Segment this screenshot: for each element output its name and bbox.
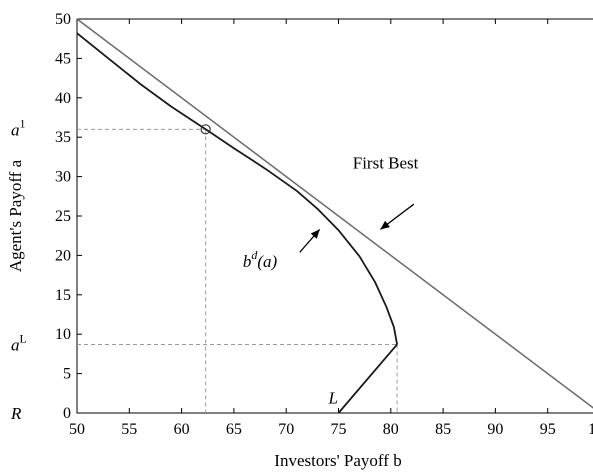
left-axis-label: R <box>10 404 22 423</box>
y-tick-label: 5 <box>63 366 71 383</box>
series-line-b-d-a <box>76 32 398 345</box>
x-tick-label: 60 <box>174 421 190 438</box>
x-tick-label: 80 <box>383 421 399 438</box>
y-tick-label: 45 <box>55 50 71 67</box>
x-tick-label: 65 <box>226 421 242 438</box>
series-line-first-best <box>76 18 593 409</box>
annotation-l: L <box>328 389 338 408</box>
y-tick-label: 30 <box>55 169 71 186</box>
point-marker <box>200 124 211 135</box>
y-tick-label: 35 <box>55 129 71 146</box>
y-tick-label: 25 <box>55 208 71 225</box>
y-tick-label: 10 <box>55 326 71 343</box>
tick-group: 50 55 60 65 70 75 80 85 90 95 100 0 5 10 15 20 25 30 35 40 4… <box>55 11 593 438</box>
annotation-group: a1 aL R First Best bd(a) L <box>10 116 419 423</box>
y-tick-label: 40 <box>55 90 71 107</box>
y-tick-label: 20 <box>55 247 71 264</box>
x-tick-label: 55 <box>121 421 137 438</box>
x-tick-label: 50 <box>69 421 85 438</box>
series-group <box>76 18 593 414</box>
annotation-bd: bd(a) <box>243 248 278 271</box>
left-axis-label: aL <box>11 331 27 354</box>
x-tick-label: 100 <box>588 421 593 438</box>
y-tick-label: 0 <box>63 405 71 422</box>
x-tick-label: 85 <box>435 421 451 438</box>
y-tick-label: 50 <box>55 11 71 28</box>
x-tick-label: 70 <box>278 421 294 438</box>
reference-lines <box>77 128 398 413</box>
y-axis-label: Agent's Payoff a <box>6 159 25 272</box>
x-axis-label: Investors' Payoff b <box>274 451 401 470</box>
x-tick-label: 95 <box>540 421 556 438</box>
annotation-arrowhead <box>380 220 390 230</box>
annotation-arrowhead <box>310 229 320 239</box>
left-axis-label: a1 <box>11 116 26 139</box>
x-tick-label: 90 <box>487 421 503 438</box>
series-line-l <box>337 343 398 414</box>
y-tick-label: 15 <box>55 287 71 304</box>
annotation-first-best: First Best <box>353 154 419 173</box>
x-tick-label: 75 <box>331 421 347 438</box>
